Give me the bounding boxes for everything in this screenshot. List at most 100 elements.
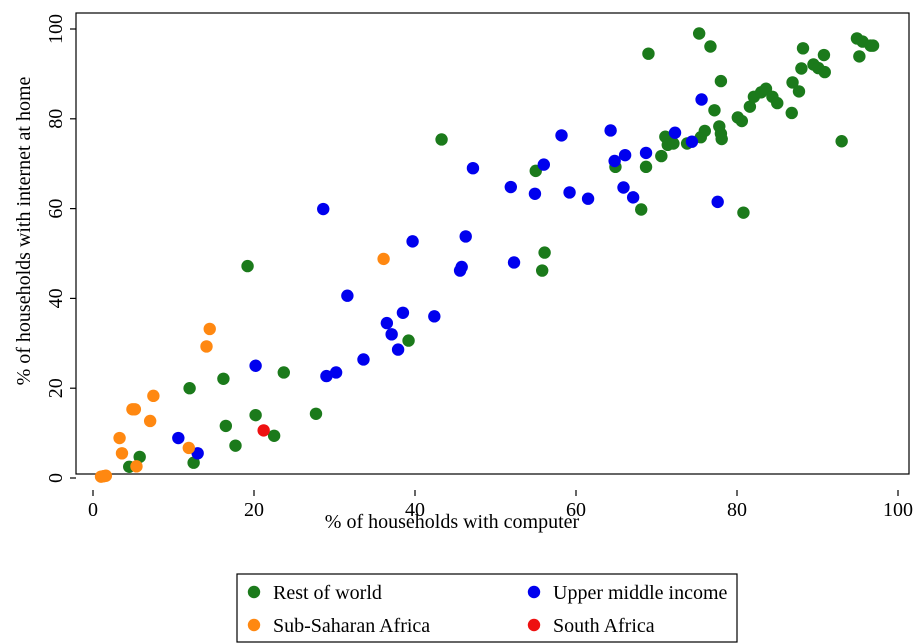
point-rest-of-world xyxy=(692,27,706,40)
point-upper-middle-income xyxy=(626,191,640,204)
legend-marker-upper-middle-income xyxy=(527,585,541,599)
x-tick-label: 60 xyxy=(566,499,586,521)
point-upper-middle-income xyxy=(555,129,568,142)
point-upper-middle-income xyxy=(685,135,699,148)
point-rest-of-world xyxy=(402,334,415,347)
x-tick-label: 0 xyxy=(88,499,98,521)
point-sub-saharan-africa xyxy=(115,447,129,460)
point-rest-of-world xyxy=(309,407,323,420)
point-sub-saharan-africa xyxy=(128,403,142,416)
point-rest-of-world xyxy=(217,372,230,385)
point-upper-middle-income xyxy=(668,126,682,139)
point-upper-middle-income xyxy=(608,154,621,168)
point-sub-saharan-africa xyxy=(99,469,113,482)
point-upper-middle-income xyxy=(507,256,521,269)
point-upper-middle-income xyxy=(563,186,576,199)
point-sub-saharan-africa xyxy=(203,322,216,336)
point-sub-saharan-africa xyxy=(200,340,213,353)
point-rest-of-world xyxy=(698,124,711,138)
point-upper-middle-income xyxy=(320,369,333,383)
point-rest-of-world xyxy=(786,76,799,89)
point-sub-saharan-africa xyxy=(377,252,390,266)
point-upper-middle-income xyxy=(249,359,262,372)
point-rest-of-world xyxy=(818,65,831,79)
point-rest-of-world xyxy=(771,96,784,110)
point-upper-middle-income xyxy=(639,146,653,160)
y-tick-label: 20 xyxy=(45,378,67,398)
point-upper-middle-income xyxy=(711,195,724,209)
point-upper-middle-income xyxy=(428,310,441,323)
point-rest-of-world xyxy=(249,408,262,422)
point-upper-middle-income xyxy=(341,289,354,302)
legend: Rest of world Upper middle income Sub-Saha… xyxy=(236,573,738,643)
y-tick-label: 0 xyxy=(45,473,67,483)
point-rest-of-world xyxy=(267,429,281,442)
point-upper-middle-income xyxy=(618,148,632,162)
point-rest-of-world xyxy=(715,132,728,146)
point-rest-of-world xyxy=(639,160,653,174)
point-rest-of-world xyxy=(187,456,200,469)
point-upper-middle-income xyxy=(172,431,185,445)
point-upper-middle-income xyxy=(329,366,343,379)
point-upper-middle-income xyxy=(617,181,630,194)
point-south-africa xyxy=(257,424,270,437)
point-rest-of-world xyxy=(655,149,668,163)
y-tick-label: 60 xyxy=(45,199,67,219)
plot-frame xyxy=(75,12,910,475)
x-tick-label: 80 xyxy=(727,499,747,521)
point-upper-middle-income xyxy=(455,260,468,274)
point-rest-of-world xyxy=(241,259,254,273)
x-tick-label: 20 xyxy=(244,499,264,521)
legend-marker-rest-of-world xyxy=(247,585,261,599)
point-rest-of-world xyxy=(538,246,551,259)
point-rest-of-world xyxy=(133,450,146,464)
point-upper-middle-income xyxy=(504,180,517,194)
point-rest-of-world xyxy=(796,42,810,55)
point-rest-of-world xyxy=(835,135,848,148)
point-upper-middle-income xyxy=(466,161,480,175)
point-rest-of-world xyxy=(229,439,242,452)
point-rest-of-world xyxy=(735,114,749,128)
x-tick-label: 40 xyxy=(405,499,425,521)
y-tick-label: 40 xyxy=(45,288,67,308)
point-rest-of-world xyxy=(277,366,290,379)
point-rest-of-world xyxy=(795,62,808,75)
y-axis-ticks: 0 20 40 60 80 100 xyxy=(45,14,76,483)
data-points xyxy=(94,27,880,483)
point-rest-of-world xyxy=(704,40,717,53)
point-rest-of-world xyxy=(642,47,655,60)
point-upper-middle-income xyxy=(317,202,330,216)
point-upper-middle-income xyxy=(459,230,472,243)
point-rest-of-world xyxy=(714,74,728,88)
legend-label-sub-saharan-africa: Sub-Saharan Africa xyxy=(273,615,430,637)
point-rest-of-world xyxy=(866,39,880,52)
point-rest-of-world xyxy=(853,50,866,63)
point-sub-saharan-africa xyxy=(147,389,160,403)
y-tick-label: 100 xyxy=(45,14,67,44)
point-sub-saharan-africa xyxy=(182,441,195,455)
point-rest-of-world xyxy=(708,104,721,117)
point-upper-middle-income xyxy=(528,187,542,200)
point-rest-of-world xyxy=(435,133,448,146)
x-tick-label: 100 xyxy=(883,499,913,521)
legend-label-south-africa: South Africa xyxy=(553,615,655,637)
point-rest-of-world xyxy=(737,206,750,219)
legend-marker-sub-saharan-africa xyxy=(247,618,261,632)
point-rest-of-world xyxy=(817,48,831,62)
point-rest-of-world xyxy=(183,382,196,395)
point-rest-of-world xyxy=(635,203,648,216)
point-rest-of-world xyxy=(219,419,233,433)
legend-box xyxy=(236,573,738,643)
legend-marker-south-africa xyxy=(527,618,541,632)
y-tick-label: 80 xyxy=(45,109,67,129)
point-upper-middle-income xyxy=(695,93,708,106)
point-rest-of-world xyxy=(667,137,680,150)
point-sub-saharan-africa xyxy=(143,414,157,428)
point-sub-saharan-africa xyxy=(130,460,143,473)
point-sub-saharan-africa xyxy=(113,431,126,445)
point-upper-middle-income xyxy=(396,306,410,319)
point-rest-of-world xyxy=(743,100,757,113)
point-upper-middle-income xyxy=(604,124,617,137)
point-rest-of-world xyxy=(535,264,549,277)
